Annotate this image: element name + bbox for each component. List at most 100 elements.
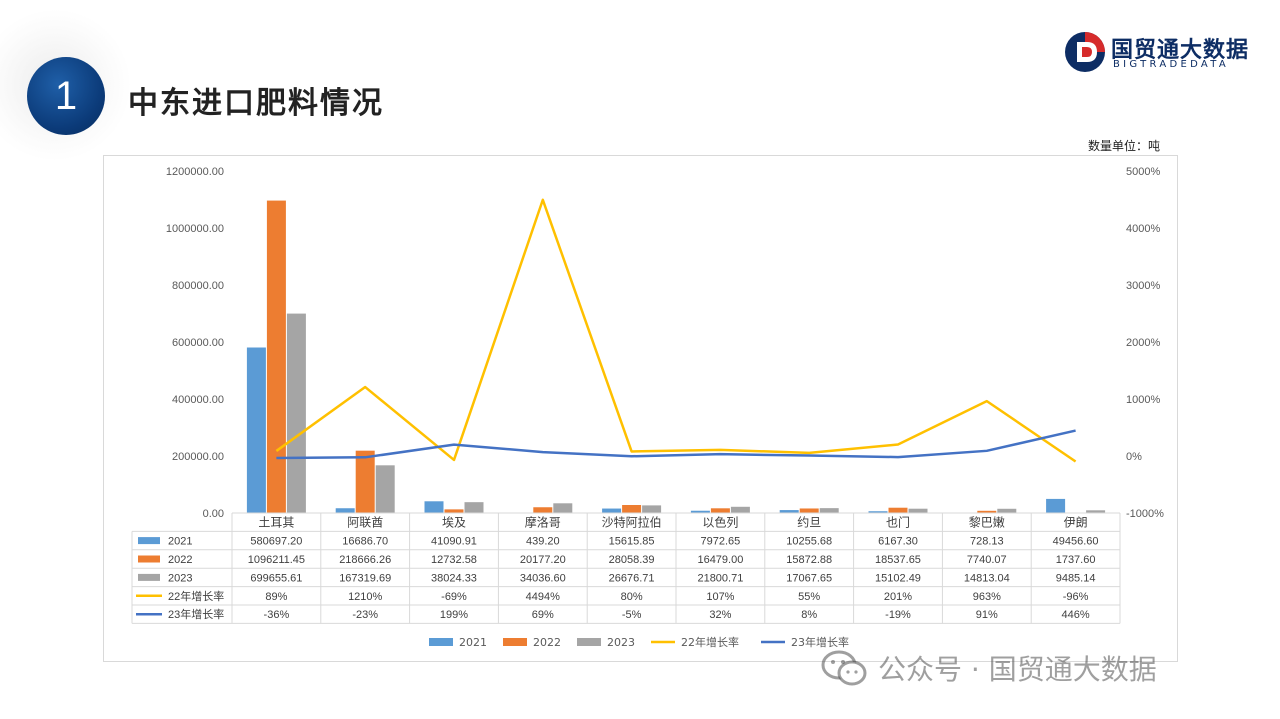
bar-2023 [286, 313, 306, 513]
table-series-name: 2022 [168, 554, 192, 566]
table-cell: -69% [441, 591, 467, 603]
bar-2022 [266, 200, 286, 513]
bar-2022 [888, 507, 908, 513]
bar-2022 [799, 508, 819, 513]
y-right-tick-label: 4000% [1126, 223, 1160, 235]
table-cell: 17067.65 [786, 572, 832, 584]
table-cell: 10255.68 [786, 536, 832, 548]
table-cell: 15102.49 [875, 572, 921, 584]
table-legend-key [138, 573, 160, 581]
chart-frame: 0.00 200000.00 400000.00 600000.00 800000.00… [103, 155, 1178, 662]
table-cell: 7740.07 [967, 554, 1007, 566]
x-category-label: 沙特阿拉伯 [602, 514, 662, 529]
table-series-name: 2021 [168, 536, 192, 548]
y-left-tick-label: 600000.00 [172, 337, 224, 349]
y-left-tick-label: 400000.00 [172, 394, 224, 406]
legend-key [503, 638, 527, 646]
table-legend-key [138, 537, 160, 545]
bar-2021 [602, 508, 622, 513]
table-cell: 12732.58 [431, 554, 477, 566]
table-legend-key [138, 555, 160, 563]
y-left-tick-label: 1200000.00 [166, 166, 224, 178]
bar-2021 [246, 347, 266, 513]
table-cell: 69% [532, 609, 554, 621]
bar-2022 [355, 450, 375, 513]
table-cell: -5% [622, 609, 642, 621]
legend-key [429, 638, 453, 646]
brand-subtitle: BIGTRADEDATA [1113, 59, 1230, 70]
bar-2023 [375, 465, 395, 513]
brand-logo-icon [1065, 32, 1105, 72]
bar-2023 [730, 506, 750, 513]
wechat-icon [821, 650, 867, 686]
bar-2021 [424, 501, 444, 513]
legend-label: 2022 [533, 636, 561, 649]
unit-label: 数量单位：吨 [1088, 139, 1161, 153]
table-cell: -36% [264, 609, 290, 621]
table-cell: 89% [265, 591, 287, 603]
brand-logo-block: 国贸通大数据 BIGTRADEDATA [1063, 30, 1253, 74]
table-cell: 49456.60 [1053, 536, 1099, 548]
x-category-label: 约旦 [797, 514, 821, 529]
table-cell: 15872.88 [786, 554, 832, 566]
table-cell: -23% [352, 609, 378, 621]
y-left-tick-label: 800000.00 [172, 280, 224, 292]
table-series-name: 2023 [168, 572, 192, 584]
table-cell: 8% [801, 609, 817, 621]
table-cell: 6167.30 [878, 536, 918, 548]
bar-2022 [710, 508, 730, 513]
legend-label: 2023 [607, 636, 635, 649]
bar-2022 [622, 505, 642, 513]
table-cell: 16479.00 [697, 554, 743, 566]
x-category-label: 埃及 [442, 515, 466, 529]
table-cell: 20177.20 [520, 554, 566, 566]
table-cell: 32% [709, 609, 731, 621]
table-cell: 963% [973, 591, 1001, 603]
legend-label: 2021 [459, 636, 487, 649]
y-left-tick-label: 1000000.00 [166, 223, 224, 235]
table-cell: -19% [885, 609, 911, 621]
table-cell: 38024.33 [431, 572, 477, 584]
table-cell: 91% [976, 609, 998, 621]
y-left-tick-label: 0.00 [203, 508, 224, 520]
x-category-label: 摩洛哥 [525, 514, 561, 529]
y-right-tick-label: 2000% [1126, 337, 1160, 349]
x-category-label: 土耳其 [258, 515, 294, 529]
table-cell: 439.20 [526, 536, 560, 548]
table-cell: 201% [884, 591, 912, 603]
table-cell: 26676.71 [609, 572, 655, 584]
page-title: 中东进口肥料情况 [128, 86, 384, 121]
table-cell: 218666.26 [339, 554, 391, 566]
table-cell: 1210% [348, 591, 382, 603]
y-right-tick-label: -1000% [1126, 508, 1164, 520]
table-cell: 199% [440, 609, 468, 621]
bar-2022 [533, 507, 553, 513]
table-cell: 1737.60 [1056, 554, 1096, 566]
x-category-label: 也门 [886, 514, 910, 529]
table-cell: 41090.91 [431, 536, 477, 548]
table-cell: 1096211.45 [248, 554, 305, 566]
x-category-label: 黎巴嫩 [969, 515, 1005, 529]
bar-2021 [690, 510, 710, 513]
table-cell: 4494% [526, 591, 560, 603]
bar-2023 [819, 508, 839, 513]
table-cell: 55% [798, 591, 820, 603]
combo-chart: 0.00 200000.00 400000.00 600000.00 800000.00… [131, 166, 1164, 649]
bar-2023 [908, 508, 928, 513]
table-cell: 107% [706, 591, 734, 603]
y-right-tick-label: 0% [1126, 451, 1142, 463]
table-cell: 16686.70 [342, 536, 388, 548]
x-category-label: 以色列 [702, 515, 738, 529]
legend-label: 22年增长率 [681, 635, 739, 649]
bar-2021 [779, 510, 799, 513]
y-right-tick-label: 1000% [1126, 394, 1160, 406]
table-cell: 80% [621, 591, 643, 603]
legend-label: 23年增长率 [791, 635, 849, 649]
bar-2023 [464, 502, 484, 513]
y-right-tick-label: 5000% [1126, 166, 1160, 178]
table-cell: 7972.65 [701, 536, 741, 548]
table-cell: 15615.85 [609, 536, 655, 548]
bar-2023 [997, 508, 1017, 513]
x-category-label: 阿联酋 [347, 514, 383, 529]
table-cell: 28058.39 [609, 554, 655, 566]
